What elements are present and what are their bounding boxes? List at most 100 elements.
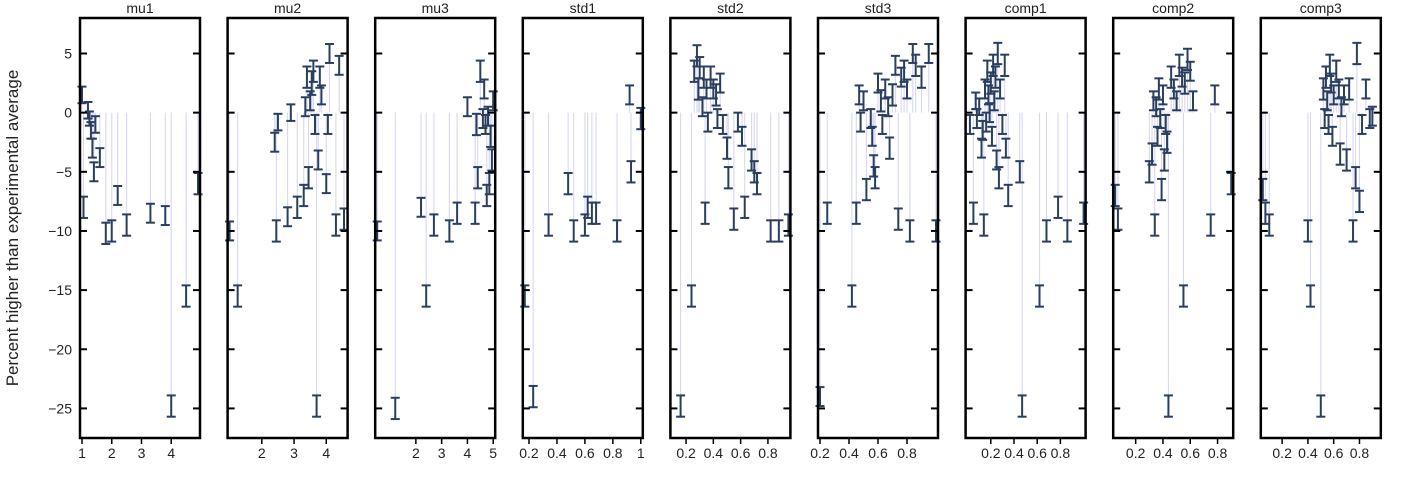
x-tick-label: 0.4 bbox=[1153, 445, 1173, 461]
y-tick-label: 0 bbox=[64, 105, 72, 121]
error-bar bbox=[113, 185, 123, 206]
error-bar bbox=[479, 78, 489, 100]
error-bar bbox=[851, 201, 861, 225]
x-tick-label: 0.6 bbox=[731, 445, 751, 461]
error-bar bbox=[917, 65, 926, 89]
error-bar bbox=[888, 83, 897, 107]
error-bar bbox=[1000, 53, 1010, 77]
panel-title: std3 bbox=[865, 0, 892, 16]
x-tick-label: 5 bbox=[489, 445, 497, 461]
x-tick-label: 2 bbox=[108, 445, 116, 461]
error-bar bbox=[676, 394, 686, 418]
error-bar bbox=[1305, 284, 1315, 308]
error-bar bbox=[847, 284, 857, 308]
error-bar bbox=[997, 114, 1007, 135]
error-bar bbox=[1172, 90, 1182, 112]
error-bar bbox=[299, 183, 309, 208]
error-bar bbox=[1339, 84, 1349, 106]
error-bar bbox=[994, 166, 1004, 190]
error-bar bbox=[1316, 394, 1326, 418]
error-bar bbox=[145, 202, 155, 224]
x-tick-label: 0.6 bbox=[868, 445, 888, 461]
x-tick-label: 4 bbox=[167, 445, 175, 461]
error-bar bbox=[334, 54, 344, 76]
error-bar bbox=[1157, 177, 1167, 202]
error-bar bbox=[876, 89, 886, 113]
error-bar bbox=[712, 108, 722, 130]
error-bar bbox=[233, 284, 243, 308]
error-bar bbox=[1351, 166, 1361, 190]
error-bar bbox=[893, 207, 903, 231]
error-bar bbox=[890, 54, 900, 76]
error-bar bbox=[270, 131, 280, 153]
error-bar bbox=[774, 219, 784, 243]
error-bar bbox=[271, 219, 281, 243]
error-bar bbox=[752, 171, 762, 196]
error-bar bbox=[711, 83, 721, 107]
error-bar bbox=[722, 136, 732, 160]
error-bar bbox=[870, 166, 880, 190]
error-bar bbox=[968, 201, 978, 225]
error-bar bbox=[470, 201, 480, 225]
error-bar bbox=[462, 96, 472, 118]
error-bar bbox=[307, 70, 317, 96]
error-bar bbox=[563, 171, 573, 196]
error-bar bbox=[1342, 148, 1352, 172]
error-bar bbox=[883, 96, 893, 118]
x-tick-label: 3 bbox=[438, 445, 446, 461]
error-bar bbox=[473, 166, 483, 190]
error-bar bbox=[979, 213, 989, 237]
error-bar bbox=[1003, 183, 1013, 208]
x-tick-label: 0.8 bbox=[1350, 445, 1370, 461]
error-bar bbox=[1178, 284, 1188, 308]
x-tick-label: 0.4 bbox=[547, 445, 567, 461]
error-bar bbox=[315, 65, 325, 89]
error-bar bbox=[729, 207, 739, 231]
error-bar bbox=[308, 59, 318, 83]
error-bar bbox=[544, 213, 554, 237]
error-bar bbox=[89, 161, 99, 183]
error-bar bbox=[700, 201, 710, 225]
error-bar bbox=[687, 284, 697, 308]
panel-title: comp1 bbox=[1005, 0, 1047, 16]
error-bar bbox=[390, 396, 400, 421]
x-tick-label: 0.6 bbox=[1027, 445, 1047, 461]
panel-comp3: comp3 0.2 0.4 0.6 0.8 bbox=[1258, 0, 1383, 461]
error-bar bbox=[283, 206, 293, 228]
error-bar bbox=[911, 53, 921, 77]
error-bar bbox=[304, 166, 314, 190]
panel-frame bbox=[78, 16, 202, 440]
error-bar bbox=[1158, 84, 1168, 106]
error-bar bbox=[310, 114, 320, 135]
y-tick-label: −15 bbox=[48, 282, 72, 298]
error-bar bbox=[867, 125, 877, 147]
x-tick-label: 0.8 bbox=[758, 445, 778, 461]
panel-comp1: comp1 0.2 0.4 0.6 0.8 bbox=[964, 0, 1089, 461]
error-bar bbox=[95, 147, 105, 169]
error-bar bbox=[591, 201, 601, 225]
panel-title: std1 bbox=[570, 0, 597, 16]
x-tick-label: 0.4 bbox=[1298, 445, 1318, 461]
x-tick-label: 2 bbox=[258, 445, 266, 461]
error-bar bbox=[854, 84, 864, 106]
error-bar bbox=[1180, 71, 1190, 95]
error-bar bbox=[273, 112, 283, 132]
y-tick-label: −25 bbox=[48, 400, 72, 416]
error-bar bbox=[87, 137, 97, 159]
x-tick-label: 0.8 bbox=[897, 445, 917, 461]
error-bar bbox=[1185, 60, 1195, 82]
error-bar bbox=[486, 124, 496, 148]
error-bar bbox=[1264, 213, 1274, 237]
panel-std1: std1 0.2 0.4 0.6 0.8 1 bbox=[519, 0, 646, 461]
panel-frame bbox=[226, 16, 349, 440]
error-bar bbox=[1163, 394, 1173, 418]
error-bar bbox=[1188, 90, 1198, 112]
error-bar bbox=[569, 219, 579, 243]
error-bar bbox=[1303, 219, 1313, 243]
error-bar bbox=[429, 213, 439, 237]
error-bar bbox=[122, 213, 132, 237]
x-tick-label: 3 bbox=[290, 445, 298, 461]
error-bar bbox=[321, 173, 331, 195]
x-tick-label: 0.4 bbox=[1004, 445, 1024, 461]
